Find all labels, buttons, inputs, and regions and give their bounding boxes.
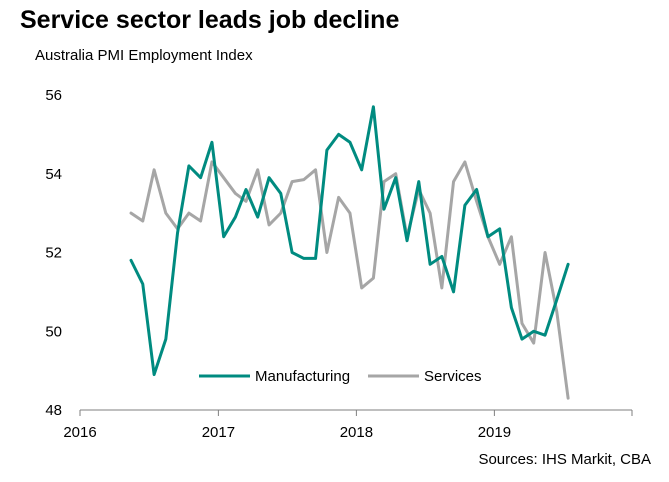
y-tick-label: 54 — [45, 166, 62, 183]
chart-subtitle: Australia PMI Employment Index — [35, 47, 253, 64]
chart-axes: 48 50 52 54 56 2016 2017 2018 2019 — [45, 87, 633, 441]
x-tick-label: 2018 — [340, 424, 373, 441]
y-tick-label: 52 — [45, 245, 62, 262]
source-note: Sources: IHS Markit, CBA — [478, 451, 651, 468]
x-tick-label: 2019 — [478, 424, 511, 441]
y-tick-label: 56 — [45, 87, 62, 104]
series-line-manufacturing — [129, 105, 570, 377]
legend: Manufacturing Services — [199, 368, 482, 385]
legend-label-manufacturing: Manufacturing — [255, 368, 350, 385]
x-tick-label: 2016 — [63, 424, 96, 441]
y-tick-label: 50 — [45, 323, 62, 340]
series-layer — [129, 105, 570, 400]
y-tick-label: 48 — [45, 402, 62, 419]
series-line-services — [129, 160, 570, 400]
legend-label-services: Services — [424, 368, 482, 385]
x-tick-label: 2017 — [202, 424, 235, 441]
chart-title: Service sector leads job decline — [20, 6, 400, 34]
